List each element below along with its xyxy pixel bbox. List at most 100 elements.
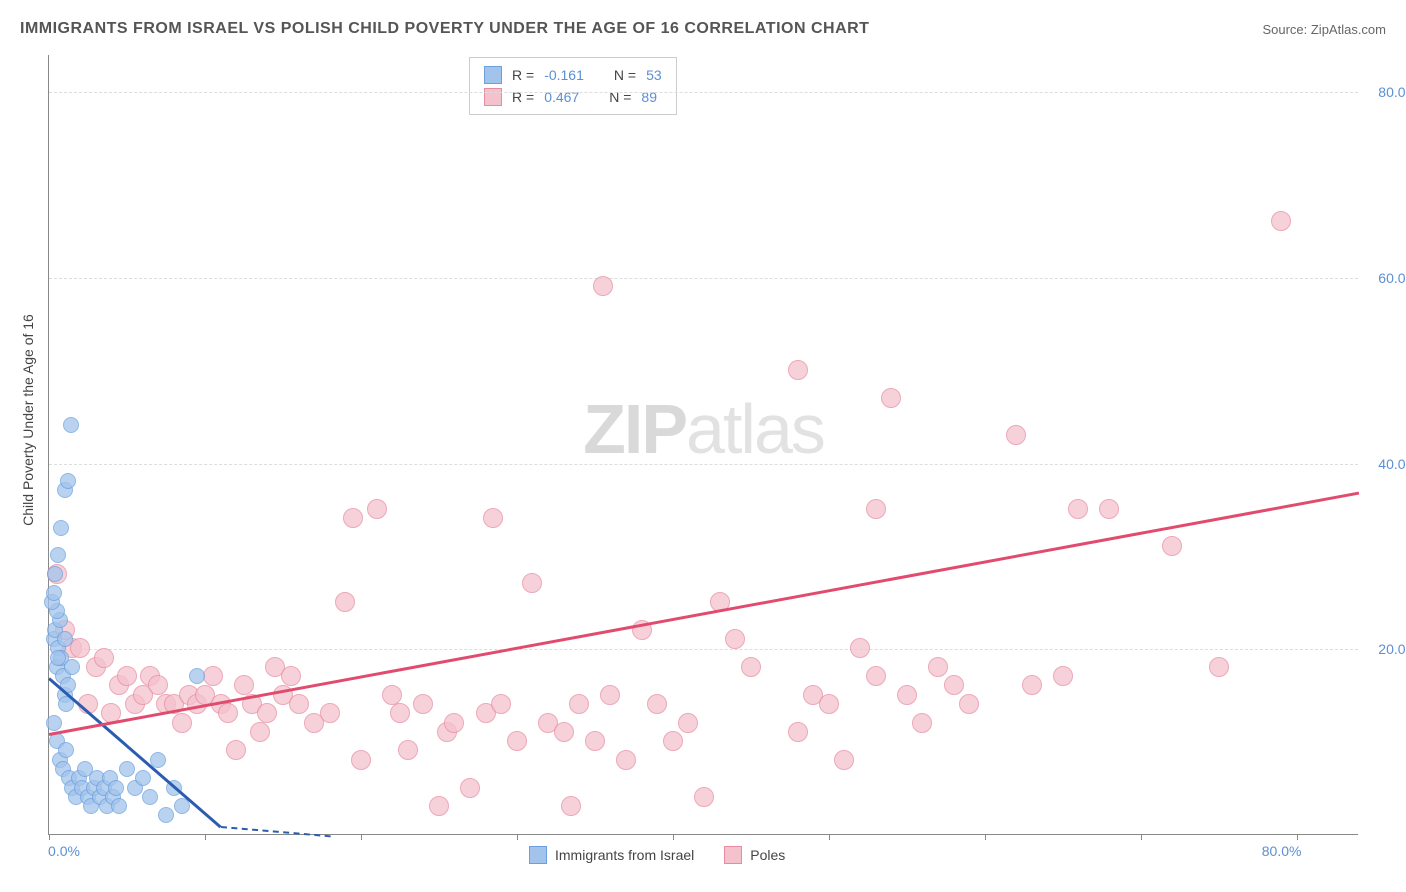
scatter-point: [70, 638, 90, 658]
scatter-point: [413, 694, 433, 714]
scatter-point: [460, 778, 480, 798]
scatter-point: [289, 694, 309, 714]
scatter-point: [819, 694, 839, 714]
scatter-point: [117, 666, 137, 686]
scatter-point: [788, 722, 808, 742]
scatter-point: [1068, 499, 1088, 519]
scatter-point: [281, 666, 301, 686]
scatter-point: [850, 638, 870, 658]
scatter-point: [119, 761, 135, 777]
source-attribution: Source: ZipAtlas.com: [1262, 22, 1386, 37]
legend-label-s1: Immigrants from Israel: [555, 847, 694, 863]
scatter-point: [335, 592, 355, 612]
stats-row-series2: R = 0.467 N = 89: [484, 86, 662, 108]
scatter-point: [616, 750, 636, 770]
stats-row-series1: R = -0.161 N = 53: [484, 64, 662, 86]
gridline: [49, 278, 1358, 279]
correlation-stats-box: R = -0.161 N = 53 R = 0.467 N = 89: [469, 57, 677, 115]
x-tick-mark: [1297, 834, 1298, 840]
x-tick-mark: [1141, 834, 1142, 840]
x-tick-label: 0.0%: [48, 843, 80, 859]
swatch-series2: [484, 88, 502, 106]
scatter-point: [172, 713, 192, 733]
scatter-point: [866, 499, 886, 519]
scatter-point: [944, 675, 964, 695]
scatter-point: [142, 789, 158, 805]
scatter-point: [63, 417, 79, 433]
scatter-point: [158, 807, 174, 823]
scatter-point: [250, 722, 270, 742]
scatter-point: [50, 547, 66, 563]
scatter-point: [678, 713, 698, 733]
scatter-point: [897, 685, 917, 705]
scatter-point: [881, 388, 901, 408]
r-value-s1: -0.161: [544, 67, 584, 83]
r-label: R =: [512, 67, 534, 83]
scatter-point: [57, 631, 73, 647]
x-tick-mark: [673, 834, 674, 840]
scatter-point: [561, 796, 581, 816]
scatter-point: [1099, 499, 1119, 519]
scatter-point: [483, 508, 503, 528]
scatter-point: [343, 508, 363, 528]
x-tick-mark: [985, 834, 986, 840]
scatter-point: [694, 787, 714, 807]
scatter-point: [507, 731, 527, 751]
scatter-point: [382, 685, 402, 705]
scatter-point: [135, 770, 151, 786]
y-tick-label: 80.0%: [1363, 84, 1406, 100]
gridline: [49, 464, 1358, 465]
legend-swatch-s1: [529, 846, 547, 864]
scatter-point: [788, 360, 808, 380]
scatter-point: [585, 731, 605, 751]
x-tick-mark: [361, 834, 362, 840]
scatter-point: [959, 694, 979, 714]
scatter-point: [491, 694, 511, 714]
scatter-point: [58, 742, 74, 758]
n-value-s1: 53: [646, 67, 662, 83]
scatter-point: [1006, 425, 1026, 445]
scatter-point: [390, 703, 410, 723]
source-link[interactable]: ZipAtlas.com: [1311, 22, 1386, 37]
swatch-series1: [484, 66, 502, 84]
scatter-point: [46, 715, 62, 731]
legend-item-s1: Immigrants from Israel: [529, 846, 694, 864]
scatter-point: [203, 666, 223, 686]
trend-line: [220, 826, 329, 837]
scatter-point: [218, 703, 238, 723]
scatter-point: [53, 520, 69, 536]
y-tick-label: 40.0%: [1363, 456, 1406, 472]
scatter-point: [834, 750, 854, 770]
trend-line: [49, 491, 1360, 735]
scatter-point: [351, 750, 371, 770]
watermark: ZIPatlas: [583, 389, 824, 469]
scatter-point: [148, 675, 168, 695]
scatter-point: [569, 694, 589, 714]
legend-label-s2: Poles: [750, 847, 785, 863]
scatter-point: [444, 713, 464, 733]
scatter-point: [60, 473, 76, 489]
y-tick-label: 60.0%: [1363, 270, 1406, 286]
x-tick-mark: [49, 834, 50, 840]
gridline: [49, 649, 1358, 650]
scatter-point: [367, 499, 387, 519]
watermark-atlas: atlas: [686, 390, 824, 468]
scatter-point: [647, 694, 667, 714]
scatter-point: [320, 703, 340, 723]
scatter-point: [64, 659, 80, 675]
x-tick-label: 80.0%: [1262, 843, 1302, 859]
scatter-point: [1162, 536, 1182, 556]
legend-item-s2: Poles: [724, 846, 785, 864]
scatter-point: [593, 276, 613, 296]
scatter-point: [554, 722, 574, 742]
scatter-point: [663, 731, 683, 751]
scatter-point: [47, 566, 63, 582]
scatter-point: [189, 668, 205, 684]
chart-plot-area: ZIPatlas R = -0.161 N = 53 R = 0.467 N =…: [48, 55, 1358, 835]
scatter-point: [1053, 666, 1073, 686]
watermark-zip: ZIP: [583, 390, 686, 468]
scatter-point: [226, 740, 246, 760]
x-tick-mark: [205, 834, 206, 840]
y-axis-label: Child Poverty Under the Age of 16: [20, 314, 36, 526]
scatter-point: [234, 675, 254, 695]
